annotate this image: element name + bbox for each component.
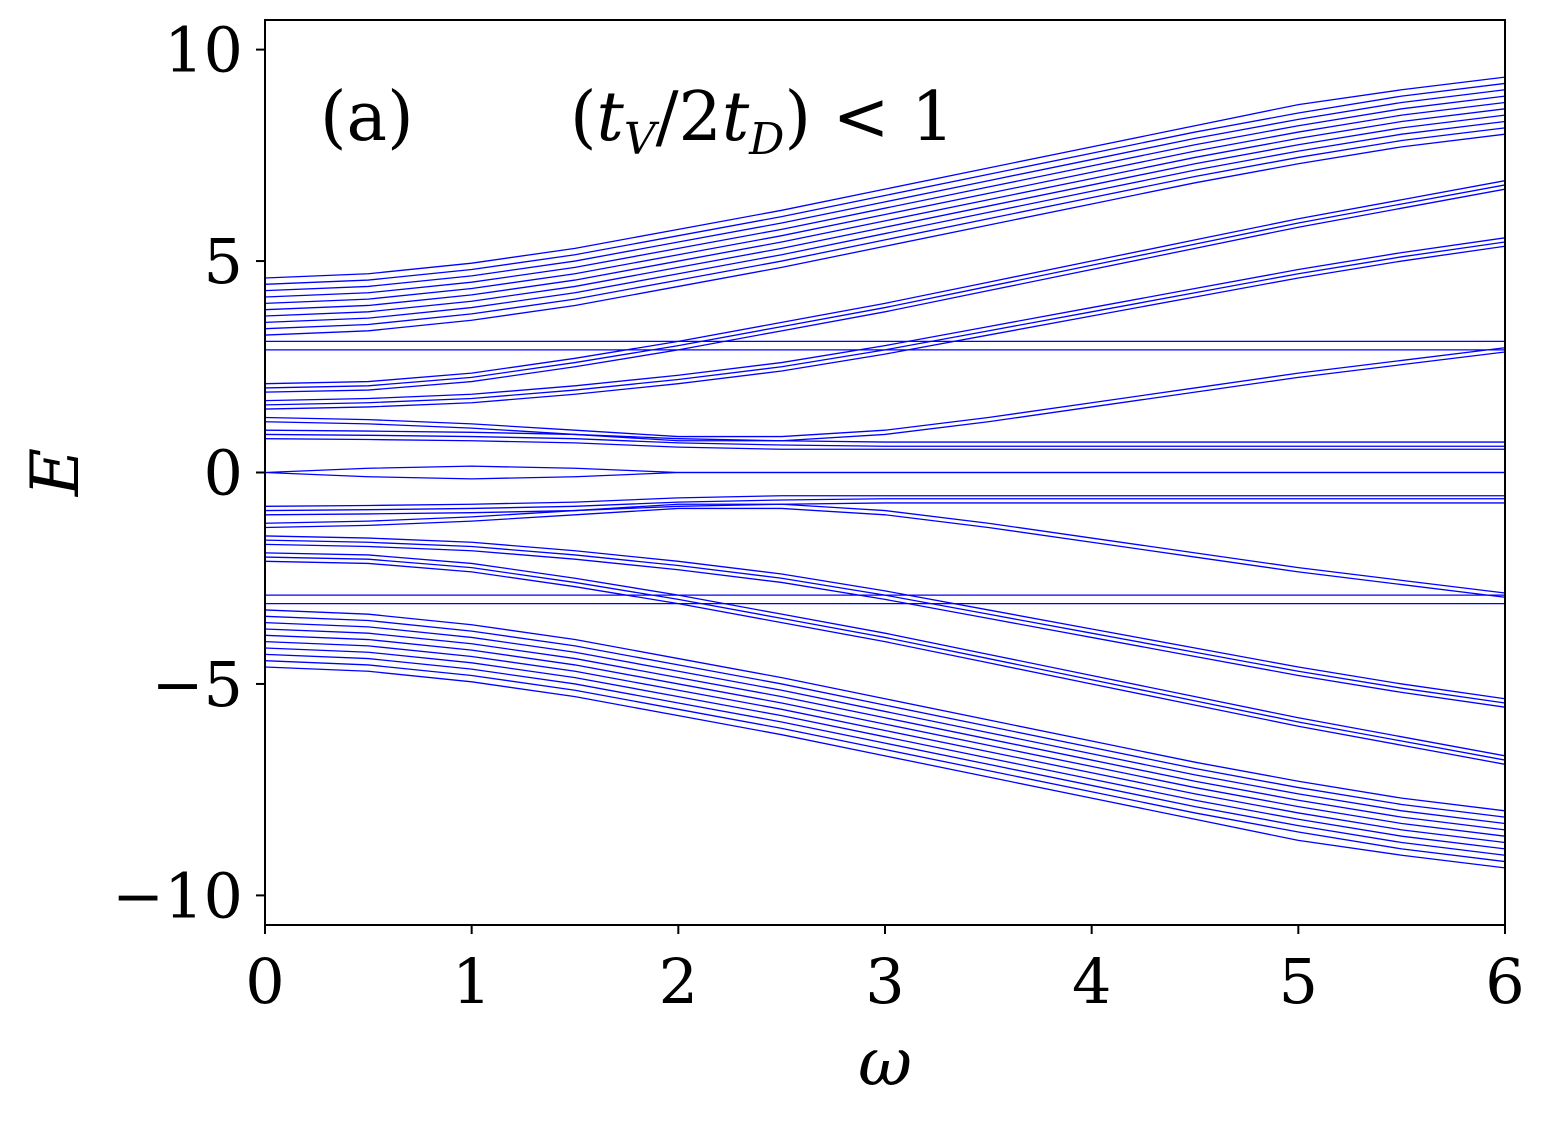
energy-level-line-9 [265,127,1505,330]
energy-level-line-45 [265,647,1505,850]
energy-level-line-6 [265,108,1505,311]
energy-level-line-38 [265,560,1505,765]
energy-level-line-28 [265,502,1505,516]
energy-level-line-27 [265,498,1505,512]
energy-level-line-40 [265,615,1505,818]
energy-level-line-46 [265,653,1505,856]
energy-level-line-41 [265,621,1505,825]
energy-level-line-22 [265,433,1505,447]
energy-level-line-4 [265,95,1505,298]
energy-level-line-39 [265,609,1505,812]
x-tick-label: 3 [865,945,904,1018]
energy-level-line-48 [265,666,1505,869]
energy-level-line-25 [265,471,1505,480]
x-tick-label: 0 [245,945,284,1018]
condition-label: (tV/2tD) < 1 [570,78,954,165]
energy-level-line-13 [265,188,1505,393]
series-layer [265,76,1505,869]
energy-level-line-2 [265,82,1505,285]
energy-level-line-12 [265,184,1505,389]
energy-level-line-8 [265,120,1505,324]
energy-level-line-14 [265,237,1505,402]
energy-level-line-36 [265,552,1505,757]
y-tick-label: 5 [204,225,243,298]
x-tick-label: 6 [1485,945,1524,1018]
energy-level-line-30 [265,507,1505,598]
x-tick-label: 1 [452,945,491,1018]
y-tick-label: −5 [152,648,243,721]
x-tick-label: 5 [1279,945,1318,1018]
energy-level-line-23 [265,438,1505,450]
energy-level-line-10 [265,133,1505,336]
y-tick-label: 10 [164,14,243,87]
x-axis-label: ω [858,1024,912,1101]
energy-level-line-37 [265,556,1505,761]
energy-level-line-44 [265,641,1505,844]
energy-level-line-21 [265,429,1505,443]
y-axis-ticks: 10 5 0 −5 −10 [112,14,265,932]
panel-label: (a) [320,78,414,157]
y-axis-label: E [17,448,94,497]
y-tick-label: 0 [204,437,243,510]
y-tick-label: −10 [112,859,243,932]
energy-level-line-19 [265,347,1505,438]
energy-level-line-11 [265,180,1505,385]
x-tick-label: 4 [1072,945,1111,1018]
energy-level-line-1 [265,76,1505,279]
energy-level-line-35 [265,543,1505,708]
energy-level-line-29 [265,503,1505,594]
energy-level-line-43 [265,634,1505,837]
energy-level-line-24 [265,465,1505,474]
x-axis-ticks: 0 1 2 3 4 5 6 [245,925,1525,1018]
energy-level-line-42 [265,628,1505,831]
energy-level-line-47 [265,660,1505,863]
energy-level-line-34 [265,539,1505,704]
energy-level-line-16 [265,245,1505,410]
x-tick-label: 2 [659,945,698,1018]
energy-level-line-3 [265,89,1505,292]
energy-level-line-5 [265,101,1505,304]
energy-level-line-26 [265,495,1505,507]
energy-level-line-33 [265,535,1505,700]
energy-level-line-7 [265,114,1505,317]
energy-level-line-20 [265,351,1505,442]
